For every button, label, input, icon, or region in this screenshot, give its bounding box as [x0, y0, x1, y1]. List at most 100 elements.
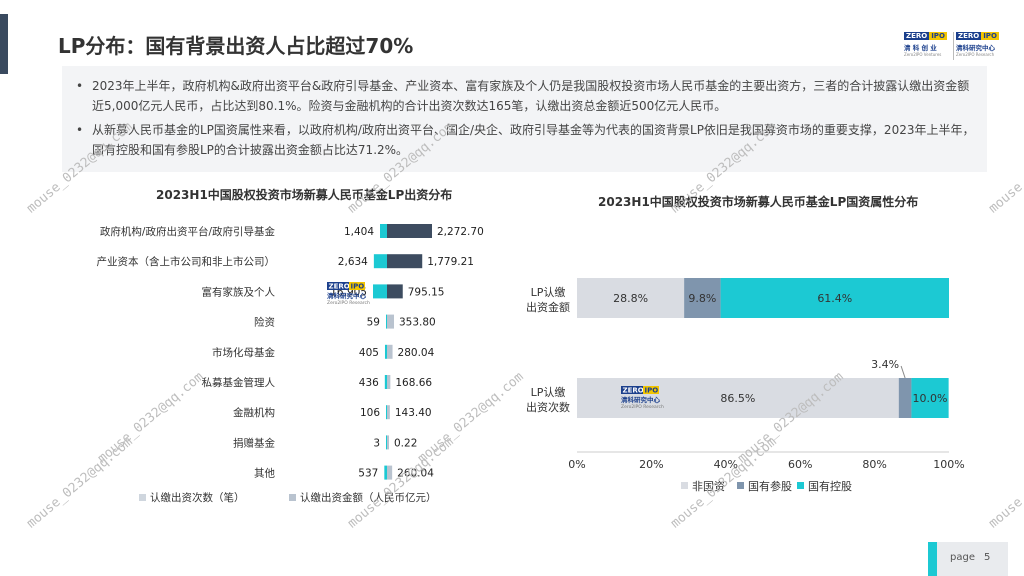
chart1-count-bar: [380, 224, 387, 238]
chart2-x-tick-label: 80%: [862, 458, 886, 471]
chart1-count-label: 3: [373, 437, 380, 449]
chart1-category-label: 富有家族及个人: [202, 285, 276, 298]
chart1-count-label: 537: [358, 468, 378, 480]
chart1-count-bar: [384, 344, 387, 359]
chart1-count-label: 106: [360, 407, 380, 419]
chart1-amount-bar: [387, 405, 390, 420]
chart1-amount-bar: [387, 375, 391, 389]
svg-text:清科研究中心: 清科研究中心: [621, 395, 661, 404]
chart2-legend-label: 非国资: [692, 480, 725, 493]
chart1-amount-label: 260.04: [397, 468, 434, 480]
chart1-category-label: 政府机构/政府出资平台/政府引导基金: [100, 225, 276, 238]
chart2-category-label: 出资次数: [526, 400, 570, 414]
svg-text:IPO: IPO: [645, 387, 659, 395]
page-label: page: [950, 552, 975, 563]
chart1-amount-label: 353.80: [399, 317, 436, 329]
svg-text:ZERO: ZERO: [329, 283, 350, 291]
page-footer: [928, 542, 1008, 576]
chart2-value-label: 86.5%: [720, 392, 755, 405]
chart2-legend-swatch: [737, 482, 744, 489]
chart1-count-bar: [384, 375, 387, 389]
chart2-x-tick-label: 20%: [639, 458, 663, 471]
summary-box: • 2023年上半年，政府机构&政府出资平台&政府引导基金、产业资本、富有家族及个…: [62, 66, 987, 172]
chart2-x-tick-label: 0%: [568, 458, 585, 471]
chart2-title: 2023H1中国股权投资市场新募人民币基金LP国资属性分布: [598, 195, 919, 209]
page-accent: [928, 542, 937, 576]
chart1-count-bar: [373, 284, 387, 299]
chart1-category-label: 产业资本（含上市公司和非上市公司）: [97, 255, 276, 268]
chart1-count-bar: [386, 314, 387, 329]
chart2-segment: [720, 278, 949, 318]
logo-divider: [953, 32, 954, 60]
zero2ipo-ventures-logo: ZERO IPO 清 科 创 业 Zero2IPO Ventures: [904, 32, 947, 57]
chart1-amount-label: 280.04: [398, 347, 435, 359]
zero2ipo-research-logo: ZERO IPO 清科研究中心 Zero2IPO Research: [956, 32, 999, 57]
chart2-category-label: LP认缴: [531, 285, 566, 299]
chart2-segment: [577, 278, 685, 318]
chart1-legend-label: 认缴出资金额（人民币亿元）: [300, 491, 437, 504]
chart1-category-label: 险资: [254, 316, 275, 329]
chart2-category-label: 出资金额: [526, 300, 570, 314]
chart2-legend-label: 国有控股: [808, 479, 852, 493]
chart1-amount-bar: [387, 435, 389, 450]
chart1-category-label: 私募基金管理人: [202, 376, 276, 389]
chart1-count-label: 2,634: [338, 256, 368, 268]
page-title: LP分布：国有背景出资人占比超过70%: [58, 34, 414, 58]
chart2-value-label: 9.8%: [688, 292, 716, 305]
chart2-category-label: LP认缴: [531, 385, 566, 399]
chart1-amount-label: 795.15: [408, 286, 445, 298]
chart2-segment: [911, 378, 949, 418]
chart1-amount-bar: [387, 314, 395, 329]
chart1-amount-bar: [387, 224, 432, 238]
chart2-value-label: 61.4%: [817, 292, 852, 305]
chart1-legend-swatch: [289, 494, 296, 501]
chart1-count-label: 405: [359, 347, 379, 359]
chart1-amount-bar: [387, 465, 393, 480]
chart2-segment: [577, 378, 899, 418]
chart2-x-tick-label: 40%: [714, 458, 738, 471]
chart1-amount-bar: [387, 254, 423, 269]
chart1-count-label: 436: [359, 377, 379, 389]
page-number: 5: [984, 552, 991, 563]
chart2-legend-label: 国有参股: [748, 479, 792, 493]
chart1-amount-label: 2,272.70: [437, 226, 484, 238]
chart2-value-label: 28.8%: [613, 292, 648, 305]
chart1-amount-label: 1,779.21: [427, 256, 474, 268]
chart1-amount-label: 168.66: [395, 377, 432, 389]
chart2-callout-line: [900, 365, 906, 379]
svg-text:Zero2IPO Research: Zero2IPO Research: [621, 404, 664, 410]
chart2-segment: [684, 278, 721, 318]
chart1-count-label: 59: [367, 317, 380, 329]
chart2-x-tick-label: 100%: [933, 458, 964, 471]
svg-text:IPO: IPO: [351, 283, 365, 291]
chart2-legend-swatch: [797, 482, 804, 489]
chart1-amount-bar: [387, 284, 403, 299]
chart1-amount-label: 143.40: [395, 407, 432, 419]
chart1-legend-swatch: [139, 494, 146, 501]
chart1-legend-label: 认缴出资次数（笔）: [150, 491, 245, 504]
chart2-value-label: 3.4%: [871, 358, 899, 371]
chart1-category-label: 市场化母基金: [212, 346, 275, 359]
svg-text:Zero2IPO Research: Zero2IPO Research: [327, 300, 370, 306]
chart2-segment: [898, 378, 912, 418]
chart1-category-label: 金融机构: [233, 406, 275, 419]
chart1-amount-bar: [387, 344, 393, 359]
bullet-item: • 从新募人民币基金的LP国资属性来看，以政府机构/政府出资平台、国企/央企、政府…: [76, 123, 975, 157]
chart2-x-tick-label: 60%: [788, 458, 812, 471]
chart1-count-bar: [386, 435, 387, 450]
chart1-amount-label: 0.22: [394, 437, 417, 449]
chart1-count-bar: [373, 254, 387, 269]
left-accent-bar: [0, 14, 8, 74]
chart1-title: 2023H1中国股权投资市场新募人民币基金LP出资分布: [156, 188, 453, 202]
svg-text:清科研究中心: 清科研究中心: [327, 291, 367, 300]
bullet-item: • 2023年上半年，政府机构&政府出资平台&政府引导基金、产业资本、富有家族及个…: [76, 79, 970, 113]
chart1-category-label: 其他: [254, 467, 275, 480]
svg-text:ZERO: ZERO: [623, 387, 644, 395]
chart1-category-label: 捐赠基金: [233, 436, 275, 449]
chart1-count-label: 1,404: [344, 226, 374, 238]
chart1-count-bar: [386, 405, 387, 420]
chart2-legend-swatch: [681, 482, 688, 489]
